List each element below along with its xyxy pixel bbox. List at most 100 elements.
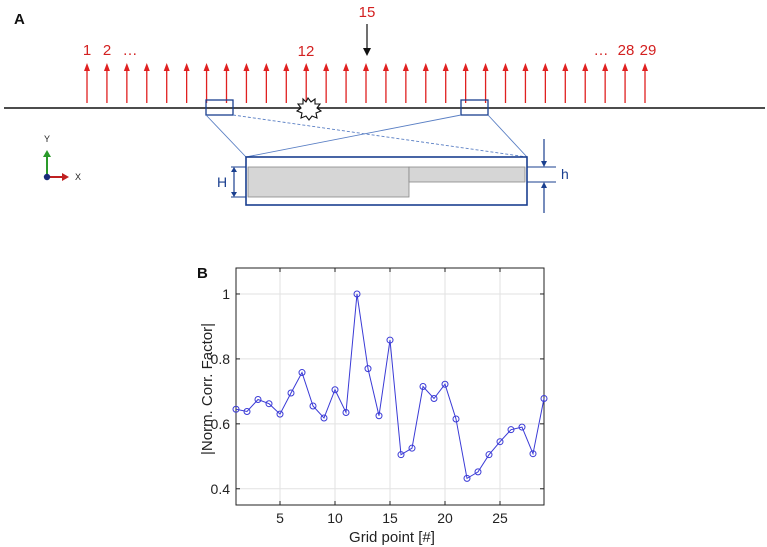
data-point: [232, 405, 240, 413]
grid-arrow-head: [363, 63, 369, 71]
y-tick-label: 0.6: [211, 416, 231, 432]
grid-arrow-head: [502, 63, 509, 71]
coord-x-label: X: [75, 172, 81, 182]
y-tick-label: 0.8: [211, 351, 231, 367]
grid-arrow-head: [84, 63, 90, 71]
zoom-box-left: [205, 99, 234, 116]
data-point: [298, 369, 306, 377]
grid-arrow-head: [223, 63, 230, 71]
data-point: [529, 450, 537, 458]
label-2: 2: [103, 42, 111, 59]
grid-arrow-head: [343, 63, 350, 71]
grid-arrow-head: [123, 63, 130, 71]
origin-dot: [43, 173, 51, 181]
data-point: [364, 365, 372, 373]
data-point: [276, 410, 284, 418]
data-point: [287, 389, 295, 397]
connector-right-to-left: [245, 114, 462, 158]
connector-right-to-right: [487, 114, 528, 158]
grid-arrow-head: [602, 63, 609, 71]
data-point: [320, 414, 328, 422]
data-point: [496, 438, 504, 446]
data-point: [485, 451, 493, 459]
grid-arrow-head: [522, 63, 529, 71]
grid-arrow-head: [183, 63, 190, 71]
dim-h-arrow-up: [541, 182, 547, 188]
grid-arrow-head: [402, 63, 409, 71]
data-point: [397, 451, 405, 459]
data-point: [441, 380, 449, 388]
grid-arrow-head: [203, 63, 210, 71]
x-tick-label: 20: [437, 510, 453, 526]
y-axis-title: |Norm. Corr. Factor|: [199, 323, 216, 455]
grid-arrow-head: [562, 63, 569, 71]
grid-arrow-head: [422, 63, 429, 71]
step-thick: [247, 166, 410, 198]
data-point: [474, 468, 482, 476]
correlation-chart: 5 10 15 20 25 0.4 0.6 0.8 1: [211, 267, 548, 526]
x-axis-title: Grid point [#]: [349, 529, 435, 546]
data-point: [265, 400, 273, 408]
y-axis-arrowhead: [43, 150, 51, 157]
grid-arrow-head: [323, 63, 330, 71]
x-tick-label: 15: [382, 510, 398, 526]
data-point: [375, 412, 383, 420]
y-tick-label: 1: [222, 286, 230, 302]
grid-arrow-head: [642, 63, 648, 71]
x-tick-label: 10: [327, 510, 343, 526]
dim-H-arrow-up: [231, 167, 237, 172]
zoom-box-right: [460, 99, 489, 116]
data-point: [331, 386, 339, 394]
grid-arrow-head: [263, 63, 270, 71]
data-point: [507, 426, 515, 434]
grid-arrow-head: [382, 63, 389, 71]
dim-H-label: H: [217, 174, 227, 190]
x-tick-label: 5: [276, 510, 284, 526]
label-ellipsis-right: …: [594, 42, 609, 59]
grid-arrow-head: [143, 63, 150, 71]
panel-a-label: A: [14, 11, 25, 28]
dim-h-arrow-down: [541, 161, 547, 167]
dim-h-label: h: [561, 166, 569, 182]
x-axis-arrowhead: [62, 173, 69, 181]
data-point: [518, 423, 526, 431]
data-point: [386, 336, 394, 344]
data-point: [309, 402, 317, 410]
label-28: 28: [618, 42, 635, 59]
top-marker-label: 15: [359, 4, 376, 21]
grid-arrow-head: [482, 63, 489, 71]
data-point: [342, 408, 350, 416]
label-ellipsis-left: …: [123, 42, 138, 59]
top-marker-arrowhead: [363, 48, 371, 56]
data-point: [254, 395, 262, 403]
connector-left-to-right: [232, 114, 528, 158]
connector-left-to-left: [205, 114, 247, 158]
series-line: [235, 293, 545, 480]
data-point: [540, 395, 548, 403]
coord-y-label: Y: [44, 134, 50, 144]
y-tick-label: 0.4: [211, 481, 231, 497]
x-tick-label: 25: [492, 510, 508, 526]
data-point: [463, 474, 471, 482]
data-point: [419, 383, 427, 390]
data-point: [353, 290, 361, 298]
label-1: 1: [83, 42, 91, 59]
step-thin: [408, 166, 526, 183]
data-point: [452, 415, 460, 423]
starburst-icon: [295, 96, 323, 121]
grid-arrow-head: [283, 63, 290, 71]
grid-arrow-head: [163, 63, 170, 71]
data-point: [243, 407, 251, 415]
grid-arrows: [84, 63, 648, 103]
grid-arrow-head: [542, 63, 549, 71]
data-point: [408, 444, 416, 452]
grid-arrow-head: [582, 63, 589, 71]
label-29: 29: [640, 42, 657, 59]
grid-arrow-head: [622, 63, 629, 71]
label-12: 12: [298, 43, 315, 60]
grid-arrow-head: [103, 63, 110, 71]
grid-arrow-head: [303, 63, 310, 71]
dim-H-arrow-down: [231, 192, 237, 197]
data-point: [430, 395, 438, 403]
